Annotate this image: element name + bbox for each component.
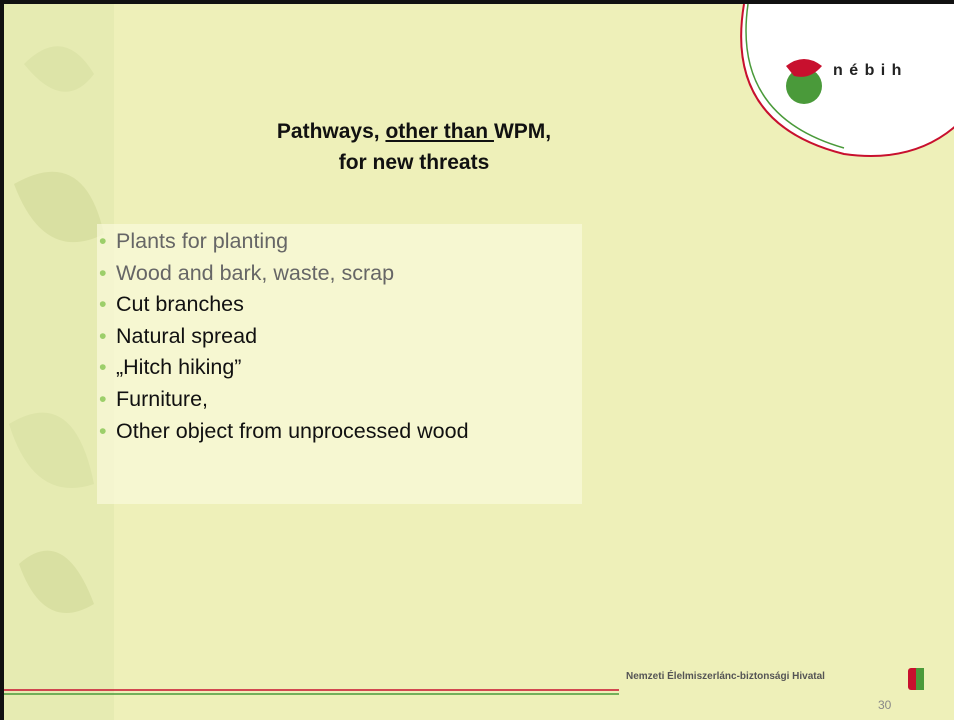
title-part: Pathways, [277,120,386,143]
logo-circle [741,4,954,156]
bullet-list: Plants for plantingWood and bark, waste,… [99,226,539,443]
bullet-item: „Hitch hiking” [99,352,539,384]
title: Pathways, other than WPM,for new threats [154,116,674,178]
bullet-item: Plants for planting [99,226,539,258]
coat-of-arms [916,668,924,690]
title-underlined: other than [385,120,494,143]
bullet-item: Cut branches [99,289,539,321]
title-line: for new threats [339,151,490,174]
title-part: WPM, [494,120,551,143]
bullet-item: Furniture, [99,384,539,416]
slide: Pathways, other than WPM,for new threats… [0,0,954,720]
logo-text: n é b i h [833,62,902,80]
footer-text: Nemzeti Élelmiszerlánc-biztonsági Hivata… [626,671,825,682]
bullet-item: Wood and bark, waste, scrap [99,258,539,290]
page-number: 30 [878,698,891,712]
bullet-item: Other object from unprocessed wood [99,415,539,443]
bullet-item: Natural spread [99,321,539,353]
